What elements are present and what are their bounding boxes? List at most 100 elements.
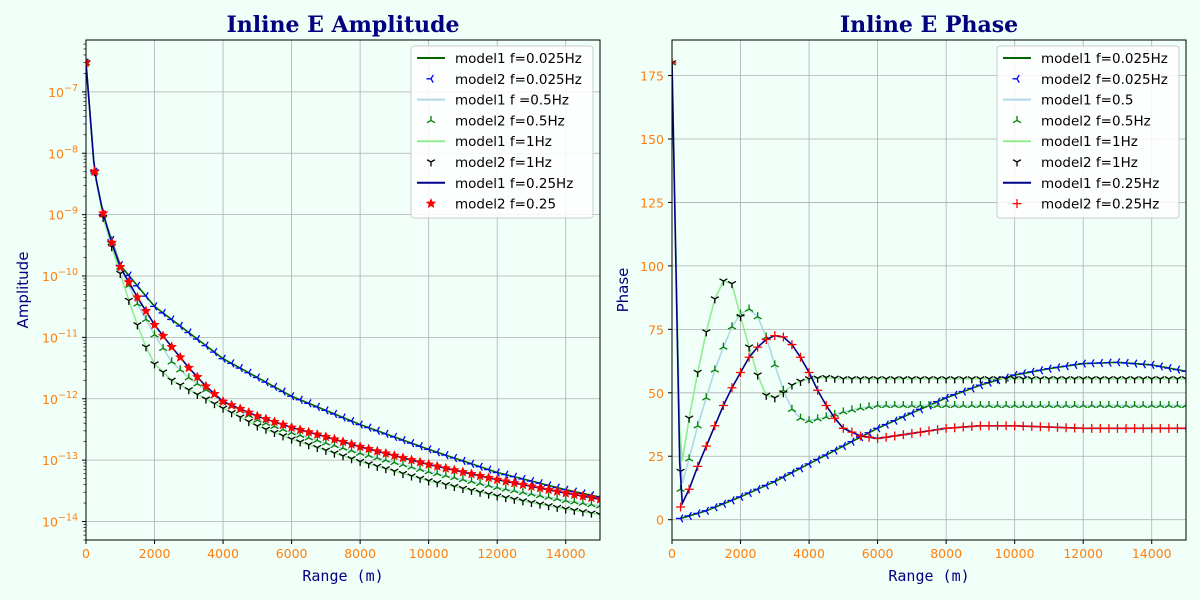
data-point [510, 496, 519, 504]
data-point [967, 376, 977, 384]
legend-swatch-marker [426, 115, 436, 124]
data-point [492, 493, 502, 501]
data-point [218, 405, 228, 413]
data-point [277, 419, 289, 430]
data-point [294, 424, 306, 435]
data-point [235, 363, 244, 373]
data-point [1121, 400, 1131, 409]
legend-label: model2 f=0.25Hz [1041, 197, 1159, 213]
x-tick-label: 10000 [995, 546, 1035, 561]
data-point [967, 384, 975, 393]
data-point [243, 406, 255, 418]
data-point [1138, 376, 1148, 384]
data-point [406, 454, 417, 465]
chart-title: Inline E Phase [840, 12, 1018, 38]
data-point [984, 376, 994, 384]
data-point [432, 448, 441, 457]
legend-label: model1 f=0.5 [1041, 93, 1133, 109]
data-point [753, 312, 762, 320]
legend-swatch-marker [1012, 74, 1020, 84]
data-point [727, 322, 737, 330]
data-point [719, 278, 728, 286]
data-point [1087, 400, 1096, 409]
data-point [1078, 359, 1087, 368]
axes-frame [85, 39, 601, 541]
y-axis-ticks: 10−14 10−13 10−12 10−11 10−10 10−9 10−8 10−7 [42, 43, 86, 541]
data-point [527, 499, 536, 508]
data-point [1121, 358, 1129, 368]
data-point [158, 369, 168, 377]
data-point [676, 502, 686, 512]
data-point [329, 433, 340, 444]
data-point [415, 475, 425, 483]
series-markers-5 [672, 60, 1186, 476]
legend-item: model1 f=0.25Hz [417, 176, 573, 192]
data-point [1164, 376, 1174, 384]
y-tick-label: 10−10 [42, 267, 78, 284]
data-point [373, 453, 382, 461]
data-point [1104, 400, 1114, 409]
data-point [1130, 359, 1138, 368]
data-point [261, 426, 271, 434]
data-point [141, 291, 149, 301]
data-point [484, 465, 492, 474]
data-point [915, 427, 925, 437]
data-point [959, 400, 968, 409]
data-point [252, 373, 261, 382]
data-point [881, 432, 891, 442]
data-point [702, 393, 711, 401]
data-point [337, 436, 349, 447]
data-point [474, 470, 486, 481]
data-point [535, 501, 545, 509]
y-tick-label: 10−11 [42, 328, 78, 345]
data-point [804, 367, 814, 377]
data-point [380, 447, 392, 459]
data-point [1044, 400, 1054, 409]
data-point [415, 464, 425, 473]
y-axis-label: Phase [614, 268, 632, 313]
data-point [1130, 423, 1140, 433]
data-point [441, 450, 449, 460]
data-point [1001, 376, 1011, 384]
data-point [167, 315, 175, 324]
y-tick-label: 150 [640, 132, 664, 147]
data-point [796, 352, 805, 362]
x-tick-label: 14000 [1132, 546, 1172, 561]
data-point [736, 492, 744, 502]
y-tick-label: 75 [648, 322, 664, 337]
data-point [813, 385, 823, 395]
data-point [761, 481, 770, 490]
data-point [586, 492, 597, 503]
data-point [330, 450, 339, 458]
data-point [269, 382, 278, 392]
data-point [1036, 376, 1045, 384]
data-point [736, 313, 745, 322]
data-point [509, 472, 518, 481]
data-point [193, 379, 202, 387]
data-point [458, 474, 468, 483]
data-point [184, 386, 194, 395]
data-point [338, 413, 346, 422]
x-tick-label: 0 [82, 546, 90, 561]
x-axis-ticks: 0 2000 4000 6000 8000 10000 12000 14000 [668, 540, 1172, 561]
legend-label: model2 f=0.5Hz [1041, 113, 1151, 129]
data-point [1027, 421, 1037, 431]
data-point [424, 478, 433, 486]
y-axis-label: Amplitude [14, 252, 32, 329]
data-point [218, 354, 226, 363]
x-tick-label: 0 [668, 546, 676, 561]
data-point [821, 400, 831, 410]
data-point [736, 367, 746, 377]
legend-swatch-marker [426, 74, 434, 84]
plot-area [86, 56, 600, 520]
data-point [269, 416, 280, 427]
data-point [149, 319, 160, 330]
data-point [787, 404, 797, 413]
y-axis-ticks: 0 25 50 75 100 125 150 175 [640, 69, 672, 528]
data-point [1147, 423, 1157, 433]
data-point [534, 482, 546, 493]
data-point [916, 400, 925, 409]
legend-item: model2 f=1Hz [426, 155, 552, 171]
data-point [830, 446, 838, 455]
data-point [1087, 423, 1097, 433]
